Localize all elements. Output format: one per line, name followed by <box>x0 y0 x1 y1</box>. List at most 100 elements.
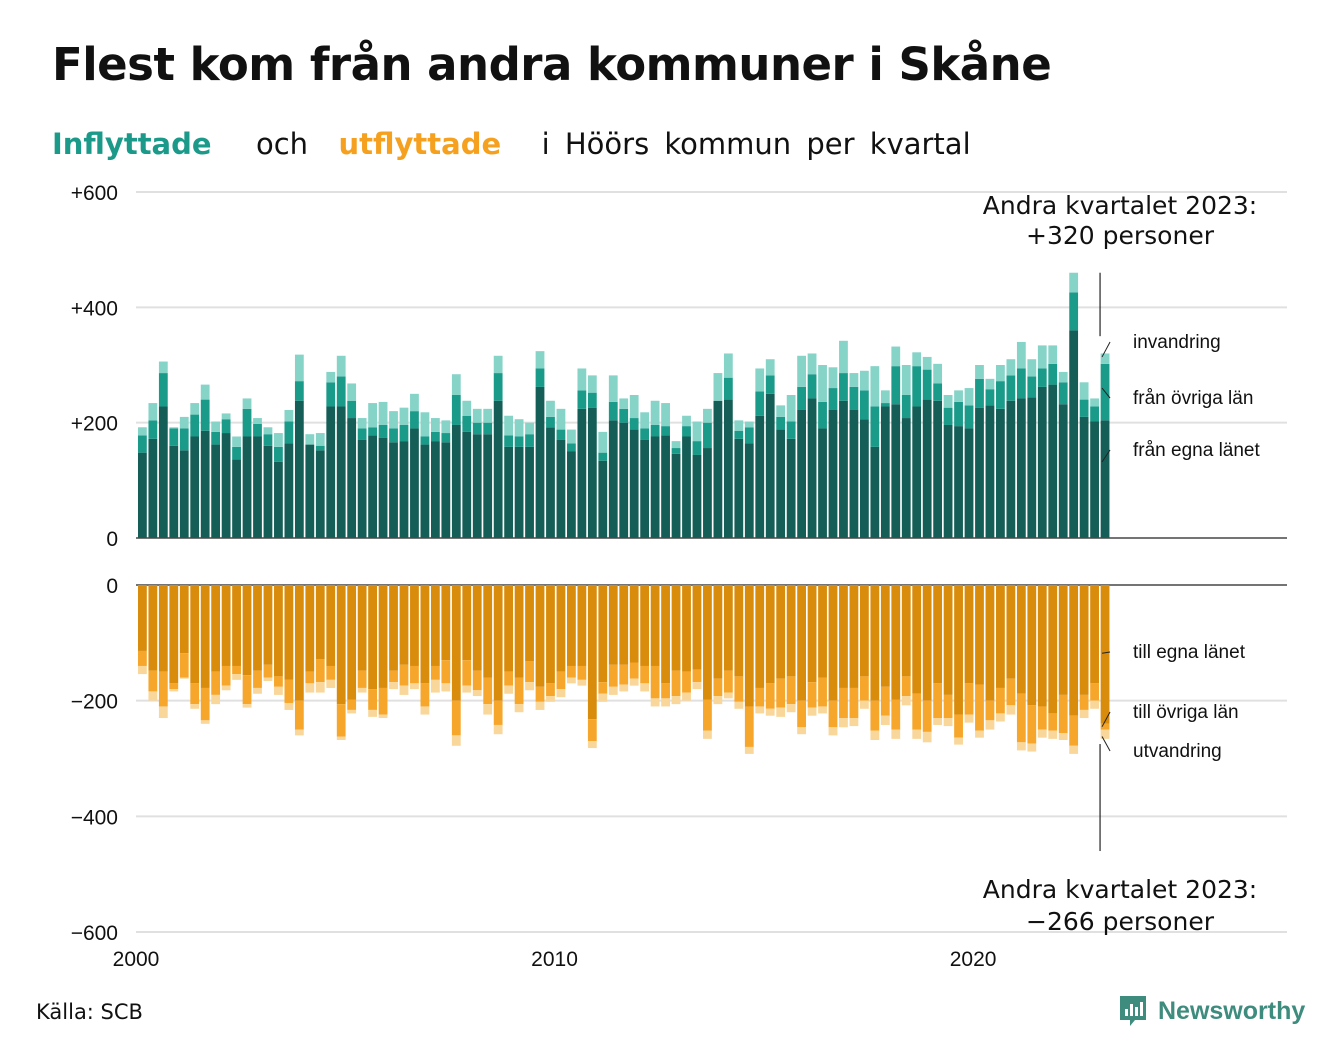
bar-in-2 <box>1048 345 1058 364</box>
bar-in-1 <box>493 373 503 401</box>
bar-in-2 <box>305 434 315 445</box>
bar-in-1 <box>786 421 796 439</box>
bar-out-2 <box>190 704 200 709</box>
bar-in-0 <box>472 434 482 538</box>
newsworthy-logo: Newsworthy <box>1118 994 1305 1028</box>
bar-in-0 <box>723 399 733 538</box>
bar-in-1 <box>148 420 158 439</box>
bar-out-1 <box>870 700 880 731</box>
bar-in-2 <box>1079 382 1089 400</box>
bar-out-1 <box>859 676 869 701</box>
bar-in-2 <box>891 346 901 367</box>
bar-out-1 <box>274 676 283 687</box>
bar-in-2 <box>336 355 346 377</box>
bar-in-1 <box>870 406 880 447</box>
bar-in-1 <box>462 415 472 432</box>
bar-out-1 <box>399 664 409 686</box>
bar-in-0 <box>650 436 660 538</box>
bar-in-0 <box>619 422 629 538</box>
bar-out-1 <box>556 671 566 690</box>
bar-in-2 <box>357 418 367 429</box>
bar-out-0 <box>786 585 796 677</box>
bar-out-2 <box>975 730 984 738</box>
bar-out-2 <box>169 689 179 692</box>
bar-out-0 <box>1006 585 1016 679</box>
bar-out-0 <box>441 585 451 661</box>
bar-out-2 <box>556 689 566 698</box>
bar-in-0 <box>441 442 451 538</box>
subtitle-inflyttade: Inflyttade <box>52 127 212 161</box>
bar-out-2 <box>619 684 629 692</box>
subtitle-rest: i Höörs kommun per kvartal <box>541 127 971 161</box>
bar-out-0 <box>1090 585 1099 684</box>
bar-in-2 <box>1100 353 1110 364</box>
bar-in-0 <box>703 448 712 538</box>
bar-in-0 <box>608 420 618 538</box>
bar-out-1 <box>451 700 461 736</box>
bar-out-0 <box>535 585 545 687</box>
bar-out-0 <box>389 585 398 671</box>
bar-in-0 <box>849 409 859 538</box>
bar-in-0 <box>598 460 608 538</box>
bar-out-2 <box>430 679 440 693</box>
bar-out-1 <box>839 687 848 719</box>
label-till-egna-lanet-leader <box>1101 651 1111 654</box>
bar-out-2 <box>608 686 618 695</box>
bar-out-2 <box>1079 709 1089 719</box>
bar-out-1 <box>723 670 733 693</box>
bar-out-0 <box>430 585 440 666</box>
bar-in-1 <box>567 443 576 452</box>
bar-out-2 <box>315 682 325 693</box>
bar-out-1 <box>336 704 346 737</box>
bar-out-0 <box>954 585 963 715</box>
bar-out-0 <box>158 585 168 672</box>
bar-out-0 <box>1037 585 1047 707</box>
bar-in-1 <box>650 424 660 437</box>
bar-in-2 <box>608 375 618 402</box>
bar-in-1 <box>964 405 974 429</box>
bar-in-1 <box>525 434 534 447</box>
bar-in-2 <box>839 340 848 374</box>
bar-out-0 <box>315 585 325 660</box>
bar-in-0 <box>1079 416 1089 538</box>
bar-in-1 <box>1016 368 1026 399</box>
bar-out-0 <box>138 585 147 651</box>
bar-in-1 <box>671 448 681 454</box>
label-fran-egna-lanet-leader <box>1101 449 1111 463</box>
bar-in-1 <box>619 408 629 423</box>
x-tick-label: 2020 <box>950 948 997 971</box>
bar-out-2 <box>818 706 827 714</box>
bar-out-1 <box>242 675 252 705</box>
bar-in-1 <box>221 419 231 434</box>
bar-in-1 <box>587 392 597 408</box>
bar-out-0 <box>378 585 388 688</box>
chart-title: Flest kom från andra kommuner i Skåne <box>52 38 1052 91</box>
bar-in-1 <box>430 431 440 442</box>
bar-in-1 <box>514 436 524 447</box>
bar-out-1 <box>232 665 241 675</box>
bar-out-0 <box>1100 585 1110 724</box>
bar-out-1 <box>138 650 147 666</box>
bar-in-1 <box>546 416 555 428</box>
bar-in-1 <box>472 422 482 435</box>
bar-in-0 <box>671 453 681 538</box>
newsworthy-icon <box>1120 996 1146 1026</box>
bar-in-2 <box>975 365 984 379</box>
bar-in-2 <box>933 363 943 384</box>
source-label: Källa: SCB <box>36 1000 143 1024</box>
bar-out-1 <box>514 677 524 705</box>
bar-out-0 <box>996 585 1005 688</box>
bar-out-0 <box>483 585 493 678</box>
bar-out-2 <box>629 678 639 686</box>
bar-out-0 <box>640 585 650 666</box>
bar-out-1 <box>263 664 273 678</box>
bar-in-2 <box>661 403 670 427</box>
bar-out-2 <box>943 718 953 727</box>
bar-in-2 <box>138 427 147 436</box>
bar-in-1 <box>315 445 325 451</box>
bar-in-0 <box>378 437 388 538</box>
bar-in-2 <box>954 390 963 402</box>
bar-out-0 <box>556 585 566 672</box>
bar-out-2 <box>713 696 723 705</box>
bar-out-0 <box>797 585 806 701</box>
